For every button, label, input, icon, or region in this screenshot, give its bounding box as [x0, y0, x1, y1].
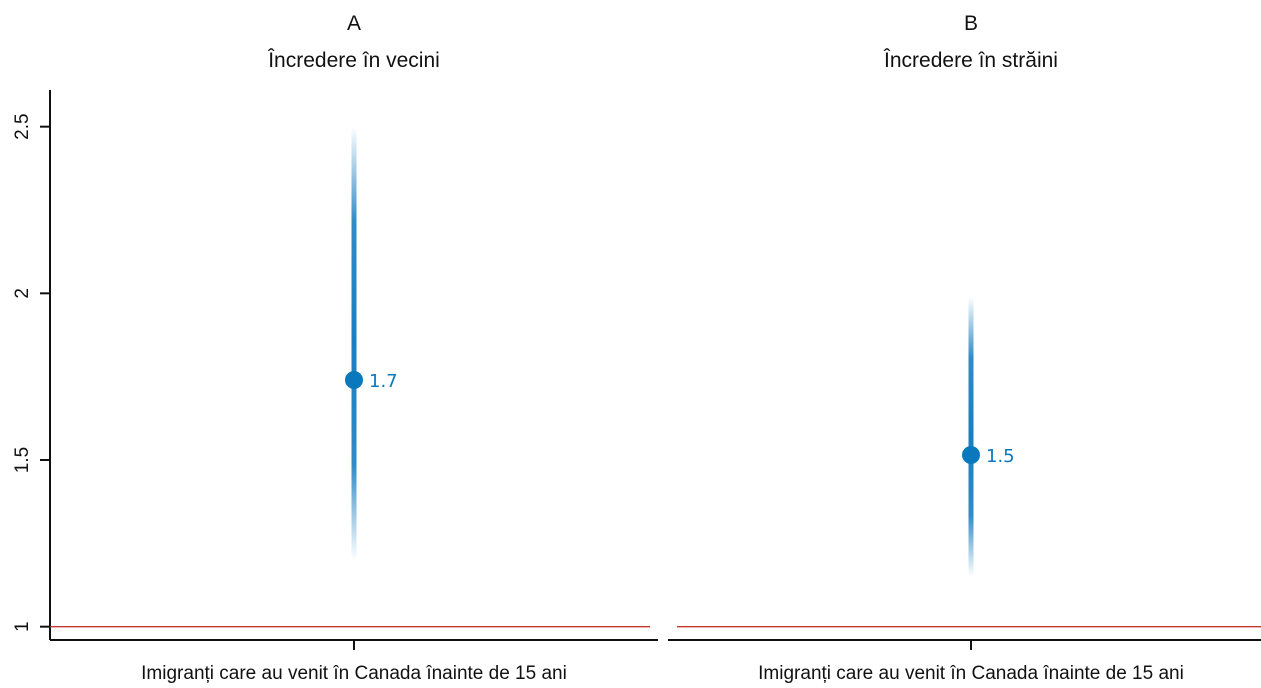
panel-b-marks: 1.5: [677, 296, 1261, 628]
panel-a-x-category: Imigranți care au venit în Canada înaint…: [141, 663, 567, 684]
panel-a-data-label: 1.7: [369, 371, 398, 392]
y-tick-label: 2.5: [12, 113, 33, 139]
panel-b: B Încredere în străini Imigranți care au…: [668, 12, 1261, 684]
panel-a: A Încredere în vecini Imigranți care au …: [50, 12, 658, 684]
panel-a-letter: A: [347, 12, 361, 35]
panel-b-x-category: Imigranți care au venit în Canada înaint…: [758, 663, 1184, 684]
panel-a-interval: [351, 126, 357, 561]
y-tick-label: 1.5: [12, 447, 33, 473]
y-ticks: 1 1.5 2 2.5: [12, 113, 50, 632]
y-axis: 1 1.5 2 2.5: [12, 90, 51, 640]
panel-b-data-label: 1.5: [986, 446, 1015, 467]
panel-b-title: Încredere în străini: [883, 49, 1058, 72]
panel-b-point: [962, 446, 980, 464]
panel-a-title: Încredere în vecini: [267, 49, 440, 72]
y-tick-label: 1: [12, 621, 33, 632]
y-tick-label: 2: [12, 288, 33, 299]
panel-a-marks: 1.7: [50, 126, 650, 628]
panel-b-interval: [968, 296, 974, 577]
panel-a-point: [345, 371, 363, 389]
panel-b-letter: B: [964, 12, 978, 35]
